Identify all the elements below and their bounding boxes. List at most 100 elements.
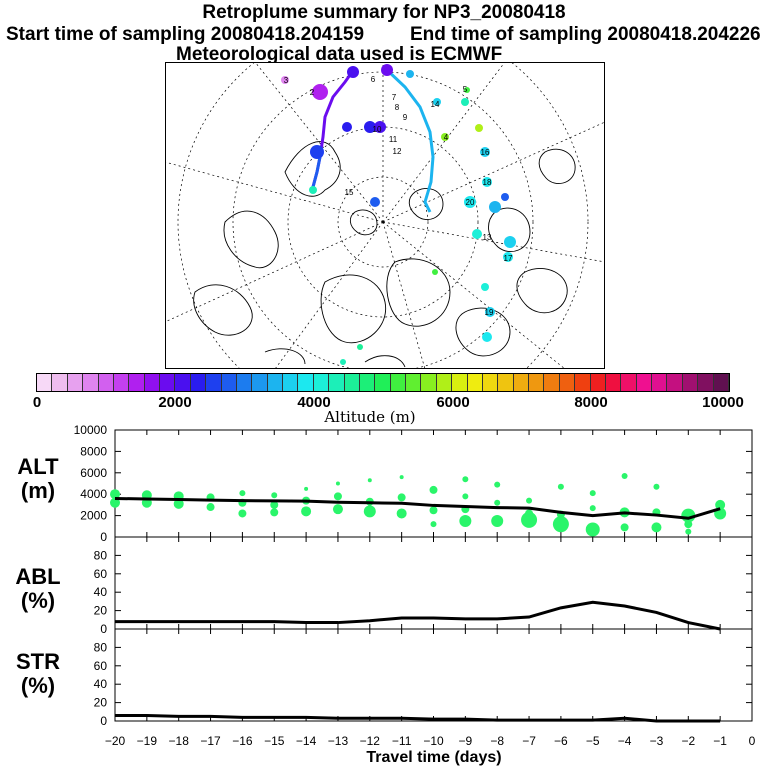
data-point	[620, 523, 629, 532]
map-number-labels: 2 3 6 7 8 9 11 12 4 16 18 20 17 19 14 10…	[284, 75, 513, 317]
data-point	[491, 514, 504, 527]
colorbar-swatch	[713, 374, 729, 391]
end-time: End time of sampling 20080418.204226	[410, 24, 761, 45]
trajectory-markers	[281, 64, 516, 365]
data-point	[332, 504, 343, 515]
x-tick-label: −9	[459, 734, 473, 748]
colorbar-swatch	[682, 374, 699, 391]
map-label: 2	[310, 88, 315, 97]
x-tick-label: −5	[586, 734, 600, 748]
data-point	[557, 483, 564, 490]
data-point	[399, 475, 404, 480]
colorbar-label-2000: 2000	[158, 394, 192, 411]
panel-frame-alt	[114, 429, 753, 538]
colorbar-swatch	[575, 374, 591, 391]
colorbar-swatch	[559, 374, 576, 391]
data-point	[430, 521, 437, 528]
data-point	[589, 505, 596, 512]
y-tick-label: 40	[94, 677, 108, 691]
x-axis-title: Travel time (days)	[366, 749, 502, 766]
colorbar-swatch	[267, 374, 283, 391]
colorbar-swatch	[544, 374, 560, 391]
data-point	[589, 490, 596, 497]
map-label: 6	[371, 75, 376, 84]
colorbar-swatch	[175, 374, 191, 391]
colorbar-swatch	[452, 374, 468, 391]
colorbar-swatch	[236, 374, 253, 391]
data-point	[367, 478, 372, 483]
x-tick-label: −8	[490, 734, 504, 748]
y-tick-label: 60	[94, 659, 108, 673]
map-label: 11	[389, 135, 398, 144]
data-point	[270, 508, 279, 517]
y-tick-label: 4000	[80, 487, 107, 501]
data-point	[206, 503, 215, 512]
trajectory-map: 2 3 6 7 8 9 11 12 4 16 18 20 17 19 14 10…	[165, 62, 605, 369]
data-point	[462, 476, 469, 483]
data-point	[494, 481, 501, 488]
colorbar-swatch	[83, 374, 99, 391]
chart-title: Retroplume summary for NP3_20080418	[202, 2, 566, 23]
abl-label-line2: (%)	[20, 588, 56, 613]
altitude-colorbar	[36, 373, 730, 392]
colorbar-swatch	[221, 374, 237, 391]
colorbar-swatch	[652, 374, 668, 391]
map-label: 17	[504, 254, 513, 263]
data-point	[715, 499, 726, 510]
map-label: 20	[466, 198, 475, 207]
y-tick-label: 40	[94, 585, 108, 599]
colorbar-swatch	[359, 374, 376, 391]
colorbar-swatch	[298, 374, 314, 391]
abl-label-line1: ABL	[15, 564, 61, 589]
x-tick-label: −18	[169, 734, 190, 748]
data-point	[173, 498, 184, 509]
str-label-line2: (%)	[20, 673, 56, 698]
x-tick-label: −12	[360, 734, 381, 748]
data-point	[271, 492, 278, 499]
y-tick-label: 0	[100, 530, 107, 544]
colorbar-swatch	[621, 374, 637, 391]
x-tick-label: 0	[749, 734, 756, 748]
y-tick-label: 2000	[80, 509, 107, 523]
colorbar-label-10000: 10000	[702, 394, 744, 411]
colorbar-swatch	[467, 374, 483, 391]
colorbar-swatch	[190, 374, 207, 391]
alt-label-line2: (m)	[20, 478, 56, 503]
x-tick-label: −10	[423, 734, 444, 748]
str-series-line	[115, 713, 721, 723]
x-tick-label: −14	[296, 734, 317, 748]
data-point	[396, 508, 407, 519]
data-point	[585, 522, 600, 537]
x-tick-label: −20	[105, 734, 126, 748]
y-tick-label: 20	[94, 604, 108, 618]
data-point	[494, 499, 501, 506]
colorbar-swatch	[590, 374, 606, 391]
x-tick-label: −4	[618, 734, 632, 748]
y-tick-label: 0	[100, 714, 107, 728]
colorbar-swatch	[375, 374, 391, 391]
data-point	[552, 516, 569, 533]
colorbar-swatch	[636, 374, 652, 391]
map-label: 18	[483, 178, 492, 187]
colorbar-title: Altitude (m)	[324, 408, 416, 426]
map-label: 7	[392, 93, 397, 102]
colorbar-label-4000: 4000	[297, 394, 331, 411]
data-point	[363, 505, 376, 518]
trajectory-lines	[311, 67, 435, 213]
data-point	[462, 493, 469, 500]
colorbar-swatch	[406, 374, 422, 391]
colorbar-swatch	[498, 374, 514, 391]
x-tick-label: −16	[232, 734, 253, 748]
map-label: 3	[284, 76, 289, 85]
colorbar-swatch	[283, 374, 299, 391]
panel-frame-abl	[114, 536, 753, 630]
colorbar-swatch	[129, 374, 145, 391]
y-tick-label: 10000	[74, 423, 108, 437]
colorbar-swatch	[698, 374, 714, 391]
data-point	[429, 506, 438, 515]
map-coastlines	[193, 141, 576, 368]
median-altitude-line	[114, 496, 721, 520]
panel-frame-str	[114, 628, 753, 722]
y-tick-label: 20	[94, 696, 108, 710]
